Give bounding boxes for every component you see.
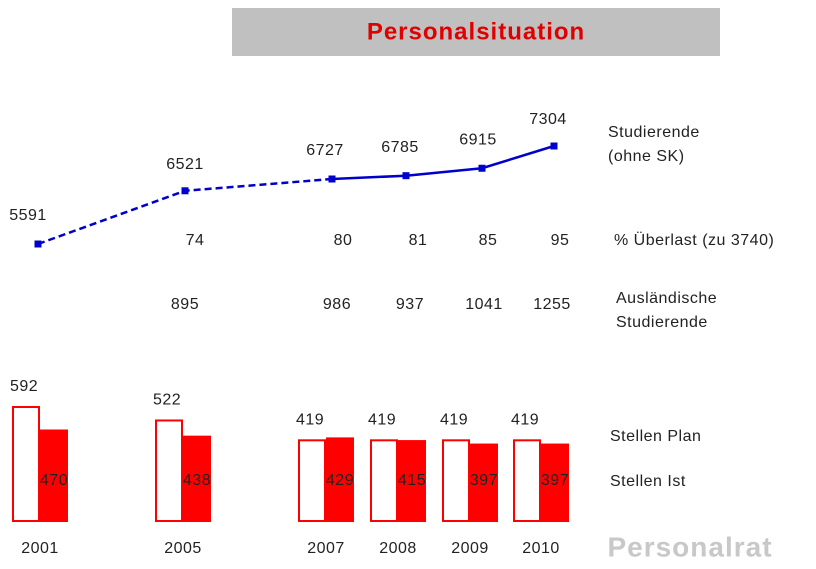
plan-label: 419: [296, 412, 324, 429]
plan-label: 419: [368, 412, 396, 429]
plan-bar: [370, 439, 398, 522]
students-label: 6785: [381, 139, 419, 156]
ist-bar: [40, 429, 68, 523]
students-point: [478, 164, 486, 172]
overload-value: 81: [409, 232, 428, 249]
overload-name: % Überlast (zu 3740): [614, 231, 774, 249]
x-tick-label: 2009: [451, 540, 489, 557]
students-label: 6521: [166, 156, 204, 173]
x-tick-label: 2010: [522, 540, 560, 557]
foreign-value: 1255: [533, 296, 571, 313]
ist-bar: [398, 440, 426, 523]
plan-label: 592: [10, 378, 38, 395]
students-point: [181, 187, 189, 195]
foreign-value: 895: [171, 296, 199, 313]
ist-bar: [541, 443, 569, 523]
ist-label: 470: [40, 472, 68, 489]
foreign-name: Studierende: [616, 314, 708, 331]
ist-label: 397: [541, 472, 569, 489]
plan-bar: [513, 439, 541, 522]
plan-label: 522: [153, 392, 181, 409]
students-label: 7304: [529, 111, 567, 128]
plan-bar: [12, 406, 40, 522]
students-label: 6727: [306, 142, 344, 159]
overload-value: 74: [186, 232, 205, 249]
students-label: 6915: [459, 131, 497, 148]
x-tick-label: 2007: [307, 540, 345, 557]
title: Personalsituation: [367, 18, 585, 45]
students-label: 5591: [9, 207, 47, 224]
students-line: [331, 144, 555, 181]
title-banner: [232, 8, 720, 56]
ist-bar: [470, 443, 498, 523]
plan-bar: [442, 439, 470, 522]
foreign-value: 937: [396, 296, 424, 313]
ist-label: 429: [326, 472, 354, 489]
foreign-name: Ausländische: [616, 290, 717, 307]
plan-bar: [155, 419, 183, 523]
watermark: Personalrat: [607, 531, 772, 562]
ist-label: 415: [398, 472, 426, 489]
foreign-value: 1041: [465, 296, 503, 313]
plan-bar: [298, 439, 326, 522]
legend-label: Stellen Plan: [610, 428, 701, 445]
ist-label: 438: [183, 472, 211, 489]
students-name: (ohne SK): [608, 148, 685, 165]
students-point: [328, 175, 336, 183]
plan-label: 419: [511, 412, 539, 429]
ist-label: 397: [470, 472, 498, 489]
x-tick-label: 2001: [21, 540, 59, 557]
overload-value: 85: [479, 232, 498, 249]
students-name: Studierende: [608, 124, 700, 141]
overload-value: 95: [551, 232, 570, 249]
x-tick-label: 2008: [379, 540, 417, 557]
students-point: [402, 172, 410, 180]
ist-bar: [326, 437, 354, 523]
x-tick-label: 2005: [164, 540, 202, 557]
plan-label: 419: [440, 412, 468, 429]
legend-label: Stellen Ist: [610, 473, 686, 490]
students-point: [34, 240, 42, 248]
ist-bar: [183, 435, 211, 522]
overload-value: 80: [334, 232, 353, 249]
foreign-value: 986: [323, 296, 351, 313]
students-point: [550, 142, 558, 150]
